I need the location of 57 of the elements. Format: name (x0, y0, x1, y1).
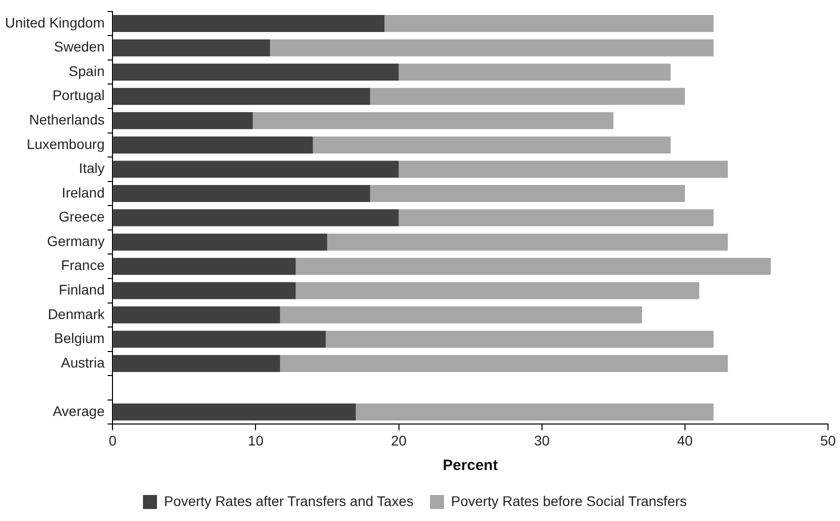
bar (113, 88, 370, 105)
y-tick-label: Sweden (54, 38, 105, 55)
bar (113, 258, 296, 275)
bar (113, 282, 296, 300)
y-tick-label: France (61, 257, 105, 274)
bar (384, 15, 714, 32)
x-tick-label: 30 (534, 432, 550, 448)
legend-label: Poverty Rates before Social Transfers (451, 492, 687, 509)
bar (280, 354, 728, 372)
y-tick-label: Average (52, 402, 105, 419)
y-tick-label: Netherlands (29, 112, 105, 128)
bar (113, 354, 280, 372)
y-tick-label: Greece (58, 208, 105, 225)
legend-label: Poverty Rates after Transfers and Taxes (164, 492, 414, 509)
bar (113, 136, 313, 154)
x-axis-title: Percent (442, 457, 498, 474)
y-tick-label: Portugal (52, 87, 105, 104)
y-tick-label: Finland (58, 282, 105, 298)
bar (113, 112, 253, 130)
bar (327, 234, 728, 251)
x-tick-label: 50 (820, 432, 836, 448)
x-tick-label: 20 (390, 432, 407, 448)
bar (113, 330, 326, 348)
x-tick-label: 10 (248, 432, 264, 448)
bar (113, 15, 384, 32)
bar (113, 39, 270, 56)
y-tick-label: Germany (47, 232, 105, 249)
bar (280, 306, 642, 324)
y-tick-label: Spain (68, 62, 105, 79)
bar (398, 64, 671, 81)
bar (113, 306, 280, 324)
bar (270, 39, 714, 56)
bar (312, 136, 671, 154)
y-tick-label: United Kingdom (4, 14, 105, 30)
bar (296, 282, 700, 300)
y-tick-label: Ireland (62, 184, 105, 200)
y-tick-label: Belgium (54, 330, 105, 346)
bar (398, 160, 728, 178)
bar (113, 404, 356, 421)
bar (370, 88, 685, 105)
y-tick-label: Luxembourg (26, 136, 105, 152)
bar (370, 185, 685, 202)
bar (398, 209, 714, 226)
bar (113, 209, 399, 226)
bar (296, 258, 771, 275)
bar (113, 64, 399, 81)
bar (113, 185, 370, 202)
bar (113, 234, 328, 251)
x-tick-label: 40 (677, 432, 693, 448)
bar (252, 112, 614, 130)
bar (326, 330, 714, 348)
y-tick-label: Denmark (48, 306, 106, 322)
bar (113, 160, 399, 178)
y-tick-label: Austria (61, 354, 105, 370)
x-tick-label: 0 (108, 432, 117, 448)
y-tick-label: Italy (78, 160, 105, 176)
bar (356, 404, 714, 421)
